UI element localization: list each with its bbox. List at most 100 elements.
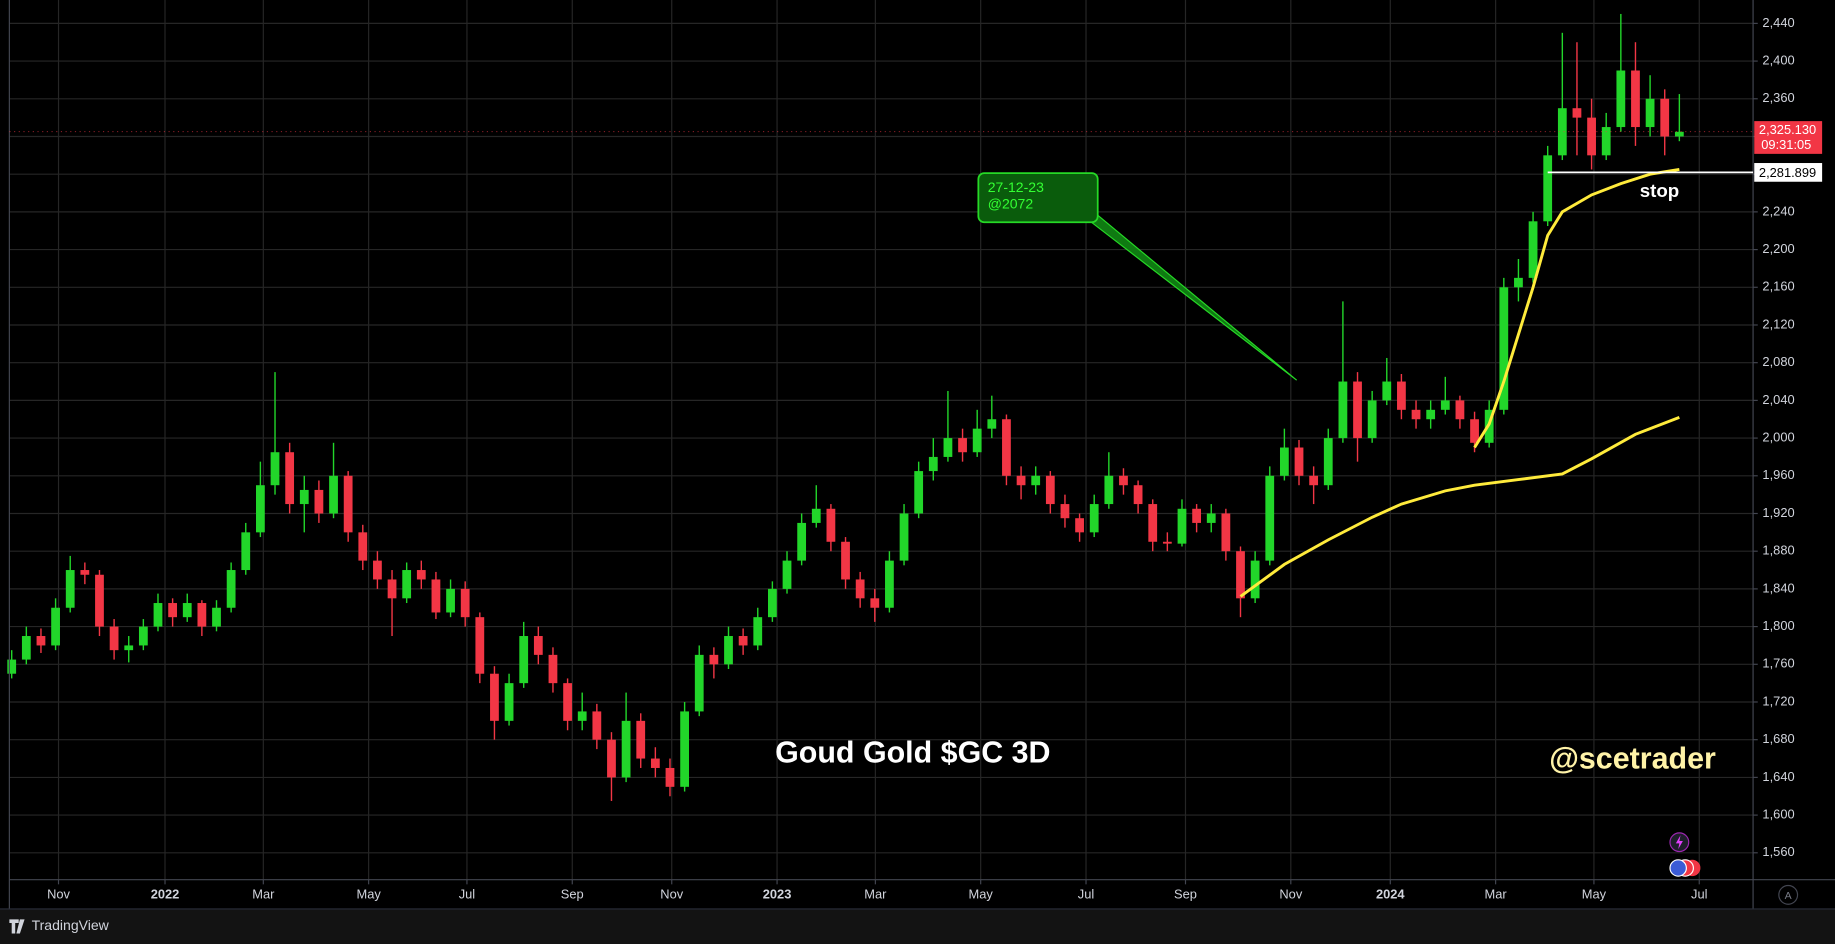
candle-body [738, 636, 748, 646]
candle-body [767, 588, 777, 618]
candle-body [241, 532, 251, 571]
candle-body [636, 720, 646, 759]
candle-body [563, 683, 572, 721]
candle-body [446, 588, 455, 613]
candle-body [1440, 400, 1450, 410]
candle-body [1353, 381, 1362, 439]
stop-text: stop [1640, 180, 1680, 201]
event-icon-1[interactable] [1669, 859, 1687, 877]
candle-body [504, 683, 514, 721]
x-tick-label: Jul [1691, 886, 1707, 901]
candle-body [855, 579, 865, 599]
candle-body [1470, 419, 1479, 443]
candle-body [519, 636, 529, 684]
candle-body [577, 711, 587, 721]
candle-body [680, 711, 690, 787]
candle-body [694, 654, 704, 712]
last-price-label: 2,325.130 [1759, 122, 1816, 137]
candle-body [1572, 108, 1582, 118]
y-tick-label: 2,120 [1762, 316, 1794, 331]
candle-body [607, 739, 616, 778]
candle-body [1528, 221, 1538, 278]
candle-body [1514, 277, 1523, 288]
candle-body [1060, 504, 1070, 519]
candle-body [987, 419, 997, 429]
candle-body [490, 673, 499, 721]
candle-body [1177, 508, 1187, 544]
auto-scale-button[interactable] [1778, 884, 1799, 905]
grid [9, 0, 1754, 880]
candle-body [1499, 287, 1509, 410]
candle-body [1367, 400, 1377, 439]
callout-date: 27-12-23 [988, 179, 1044, 195]
x-tick-label: Mar [864, 886, 887, 901]
candle-body [36, 636, 46, 646]
candle-body [1382, 381, 1392, 401]
y-tick-label: 2,360 [1762, 90, 1794, 105]
x-tick-label: Jul [1078, 886, 1094, 901]
candle-body [1250, 560, 1260, 599]
x-tick-label: Nov [1279, 886, 1302, 901]
candle-body [782, 560, 792, 589]
candle-body [592, 711, 602, 740]
candle-body [1294, 447, 1304, 476]
candle-body [870, 598, 880, 608]
candle-body [21, 636, 31, 660]
candle-body [80, 570, 90, 575]
watermark: @scetrader [1549, 741, 1716, 775]
candle-body [1631, 70, 1640, 128]
candle-body [1206, 513, 1216, 523]
candle-body [1075, 518, 1084, 533]
y-tick-label: 1,880 [1762, 543, 1794, 558]
candle-body [650, 758, 660, 768]
stop-price-box [1754, 163, 1823, 182]
candle-body [1616, 70, 1626, 128]
y-tick-label: 2,160 [1762, 279, 1794, 294]
candle-body [285, 452, 295, 505]
candle-body [416, 570, 426, 580]
candle-body [1674, 131, 1684, 137]
candle-body [826, 508, 836, 542]
candle-body [1645, 98, 1655, 128]
candle-body [1119, 475, 1128, 486]
candle-body [1601, 127, 1611, 156]
y-tick-label: 1,840 [1762, 580, 1794, 595]
candle-body [124, 645, 134, 651]
candle-body [270, 452, 280, 486]
y-tick-label: 1,640 [1762, 769, 1794, 784]
candle-body [475, 617, 485, 674]
candle-body [1236, 551, 1245, 599]
candle-body [329, 475, 338, 514]
x-tick-label: 2023 [763, 886, 792, 901]
y-tick-label: 2,040 [1762, 392, 1794, 407]
candle-body [958, 438, 967, 453]
candle-body [811, 508, 821, 523]
candle-body [7, 659, 17, 674]
candle-body [1133, 485, 1143, 505]
candle-body [1587, 117, 1596, 156]
candle-body [1148, 504, 1158, 542]
candle-body [665, 767, 675, 787]
candle-body [65, 570, 75, 608]
x-tick-label: Mar [1485, 886, 1508, 901]
x-tick-label: May [969, 886, 994, 901]
candle-body [51, 607, 60, 646]
candle-body [168, 603, 178, 618]
candle-body [621, 720, 631, 778]
footer-bar [0, 908, 1835, 944]
last-price-box [1754, 121, 1823, 154]
candle-body [138, 626, 148, 646]
candle-body [1045, 475, 1055, 505]
y-tick-label: 1,760 [1762, 656, 1794, 671]
candle-body [153, 603, 163, 627]
candle-body [212, 607, 221, 627]
candle-body [797, 522, 807, 561]
auto-scale-label[interactable]: A [1785, 890, 1792, 902]
y-tick-label: 2,000 [1762, 429, 1794, 444]
candle-body [1104, 475, 1114, 505]
y-tick-label: 2,200 [1762, 241, 1794, 256]
candle-body [533, 636, 543, 655]
candle-body [1323, 438, 1333, 486]
